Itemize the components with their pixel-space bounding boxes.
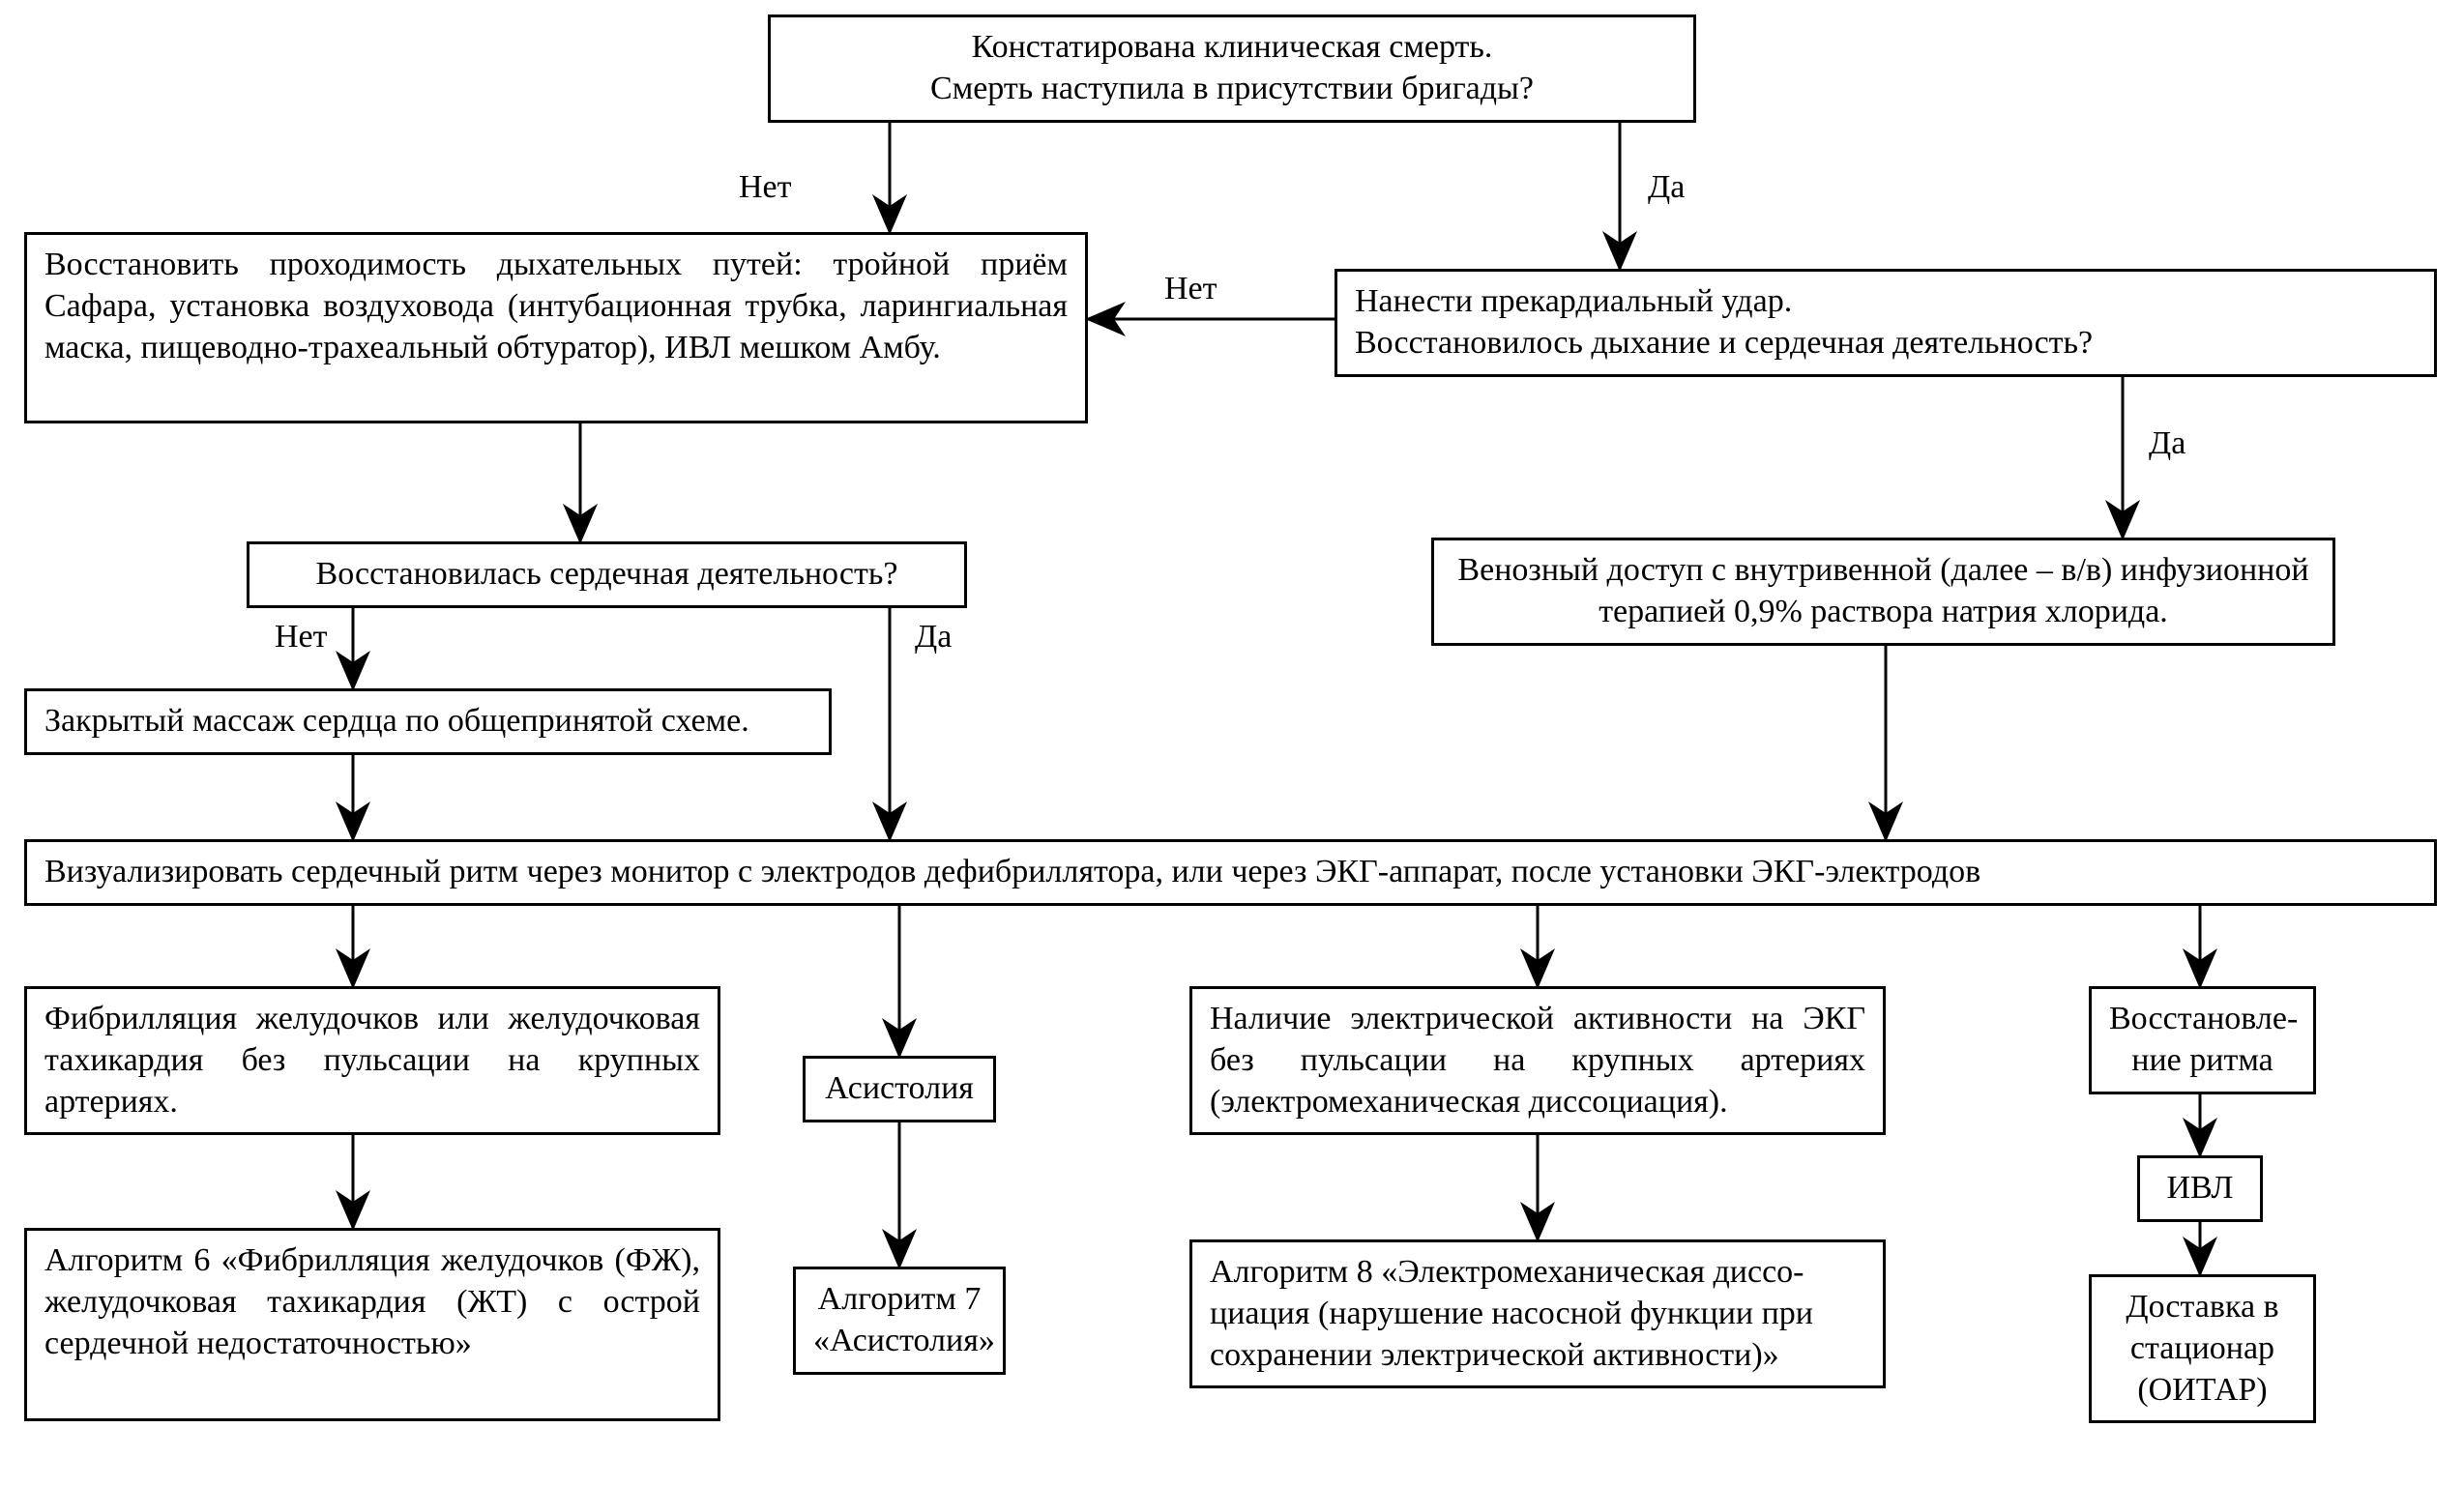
node-text: Алгоритм 7 «Асистолия» <box>813 1281 995 1358</box>
node-text: Констатирована клиническая смерть.Смерть… <box>930 29 1534 106</box>
node-hospital: Доставка в стационар (ОИТАР) <box>2089 1274 2316 1423</box>
node-text: Алгоритм 6 «Фибрилляция желудочков (ФЖ),… <box>44 1242 700 1361</box>
label-no-1: Нет <box>735 169 796 206</box>
node-text: Восстановить проходимость дыхательных пу… <box>44 247 1068 365</box>
label-yes-2: Да <box>2145 425 2189 462</box>
node-text: Фибрилляция желудочков или желудочковая … <box>44 1001 700 1120</box>
node-cardiac-restored-q: Восстановилась сердечная деятельность? <box>247 541 967 608</box>
node-text: Нанести прекардиальный удар.Восстановило… <box>1355 283 2093 361</box>
node-iv-access: Венозный доступ с внутривенной (далее – … <box>1431 538 2335 646</box>
node-text: Венозный доступ с внутривенной (далее – … <box>1457 552 2308 629</box>
node-rhythm-restored: Восстановле­ние ритма <box>2089 986 2316 1094</box>
node-text: Асистолия <box>825 1070 974 1106</box>
node-ivl: ИВЛ <box>2137 1155 2263 1222</box>
label-yes-1: Да <box>1644 169 1688 206</box>
node-vf-vt: Фибрилляция желудочков или желудочковая … <box>24 986 720 1135</box>
node-text: Доставка в стационар (ОИТАР) <box>2126 1289 2278 1408</box>
label-yes-3: Да <box>911 619 955 656</box>
node-clinical-death: Констатирована клиническая смерть.Смерть… <box>768 15 1696 123</box>
node-pea: Наличие электрической активности на ЭКГ … <box>1189 986 1886 1135</box>
node-asystole: Асистолия <box>803 1056 996 1122</box>
node-precordial-thump: Нанести прекардиальный удар.Восстановило… <box>1335 269 2437 377</box>
node-text: ИВЛ <box>2167 1170 2234 1206</box>
label-no-3: Нет <box>271 619 332 656</box>
node-algo8: Алгоритм 8 «Электромеханическая диссо­ци… <box>1189 1239 1886 1388</box>
node-visualize-rhythm: Визуализировать сердечный ритм через мон… <box>24 839 2437 906</box>
node-text: Восстановле­ние ритма <box>2109 1001 2298 1078</box>
node-airway: Восстановить проходимость дыхательных пу… <box>24 232 1088 423</box>
node-text: Закрытый массаж сердца по общепринятой с… <box>44 703 749 739</box>
node-chest-compression: Закрытый массаж сердца по общепринятой с… <box>24 688 832 755</box>
node-text: Визуализировать сердечный ритм через мон… <box>44 854 1980 889</box>
node-text: Наличие электрической активности на ЭКГ … <box>1210 1001 1865 1120</box>
node-text: Алгоритм 8 «Электромеханическая диссо­ци… <box>1210 1254 1813 1373</box>
node-text: Восстановилась сердечная деятельность? <box>316 556 898 592</box>
node-algo7: Алгоритм 7 «Асистолия» <box>793 1267 1006 1375</box>
label-no-2: Нет <box>1160 271 1221 307</box>
node-algo6: Алгоритм 6 «Фибрилляция желудочков (ФЖ),… <box>24 1228 720 1421</box>
